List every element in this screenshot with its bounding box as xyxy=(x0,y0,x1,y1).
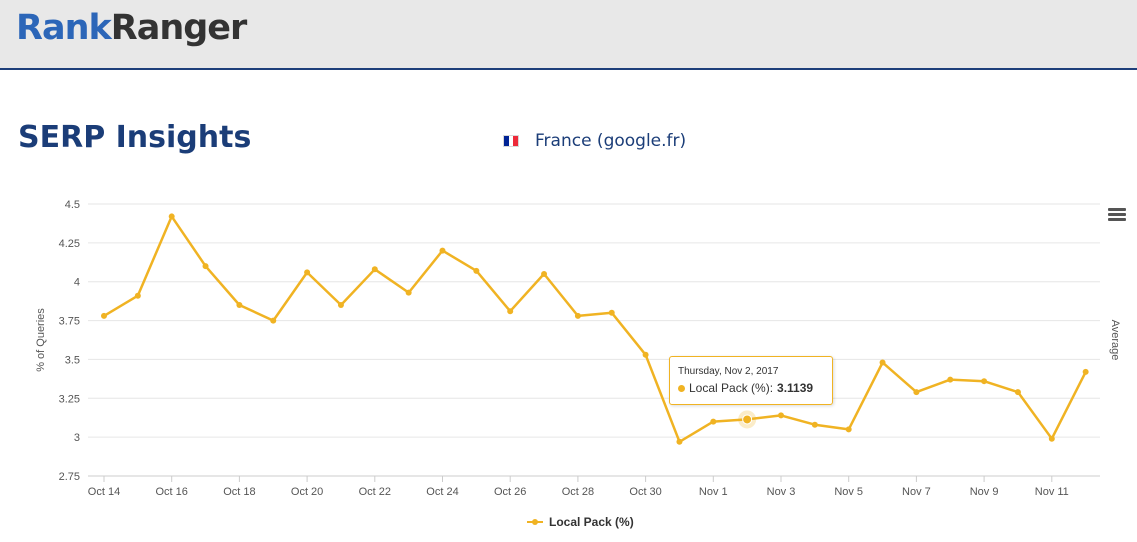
chart-tooltip: Thursday, Nov 2, 2017 Local Pack (%): 3.… xyxy=(669,356,833,405)
logo-text-ranger: Ranger xyxy=(110,8,248,48)
data-point[interactable] xyxy=(845,426,852,433)
y-tick-label: 4 xyxy=(74,277,80,289)
y-axis-title: % of Queries xyxy=(35,308,47,372)
x-tick-label: Oct 30 xyxy=(629,486,661,498)
legend-label: Local Pack (%) xyxy=(549,515,634,529)
data-point[interactable] xyxy=(1014,389,1021,396)
chart-grid xyxy=(88,203,1100,477)
x-tick-label: Oct 14 xyxy=(88,486,120,498)
x-tick-label: Nov 5 xyxy=(834,486,863,498)
data-point[interactable] xyxy=(371,266,378,273)
x-tick-label: Oct 20 xyxy=(291,486,323,498)
data-point[interactable] xyxy=(811,421,818,428)
x-tick-label: Oct 16 xyxy=(155,486,187,498)
data-point[interactable] xyxy=(304,269,311,276)
data-point[interactable] xyxy=(236,302,243,309)
data-point[interactable] xyxy=(507,308,514,315)
x-tick-label: Oct 26 xyxy=(494,486,526,498)
x-tick-label: Oct 18 xyxy=(223,486,255,498)
flag-stripe-white xyxy=(508,136,514,146)
tooltip-date: Thursday, Nov 2, 2017 xyxy=(678,366,779,377)
tooltip-value: 3.1139 xyxy=(777,381,814,395)
data-point[interactable] xyxy=(405,289,412,296)
data-point[interactable] xyxy=(134,292,141,299)
data-point[interactable] xyxy=(981,378,988,385)
tooltip-series-dot xyxy=(678,384,685,392)
chart-menu-icon[interactable] xyxy=(1108,208,1126,222)
france-flag-icon xyxy=(503,135,519,147)
page-title: SERP Insights xyxy=(18,120,252,155)
y-tick-label: 4.25 xyxy=(59,238,80,250)
country-selector: France (google.fr) xyxy=(503,131,686,151)
flag-stripe-red xyxy=(513,136,519,146)
x-tick-label: Oct 22 xyxy=(359,486,391,498)
data-point[interactable] xyxy=(913,389,920,396)
chart-legend[interactable]: Local Pack (%) xyxy=(527,515,634,529)
legend-marker-icon xyxy=(527,519,543,525)
x-tick-label: Nov 11 xyxy=(1035,486,1069,498)
series-local-pack[interactable] xyxy=(101,213,1089,445)
y-tick-label: 3.75 xyxy=(59,316,80,328)
data-point[interactable] xyxy=(710,418,717,425)
data-point[interactable] xyxy=(168,213,175,220)
series-line xyxy=(103,215,1087,444)
flag-stripe-blue xyxy=(504,136,509,146)
country-label: France (google.fr) xyxy=(535,131,687,151)
data-point[interactable] xyxy=(473,267,480,274)
y-tick-label: 3.25 xyxy=(59,393,80,405)
tooltip-row: Local Pack (%): 3.1139 xyxy=(678,381,813,395)
tooltip-series-label: Local Pack (%): xyxy=(689,381,774,395)
x-axis: Oct 14 Oct 16 Oct 18 Oct 20 Oct 22 Oct 24 Oct … xyxy=(88,476,1069,498)
x-tick-label: Nov 7 xyxy=(902,486,931,498)
data-point[interactable] xyxy=(541,270,548,277)
data-point[interactable] xyxy=(1048,435,1055,442)
data-point[interactable] xyxy=(574,312,581,319)
data-point[interactable] xyxy=(439,247,446,254)
data-point[interactable] xyxy=(642,351,649,358)
data-point[interactable] xyxy=(270,317,277,324)
data-point-hovered[interactable] xyxy=(742,414,753,425)
data-point[interactable] xyxy=(879,359,886,366)
x-tick-label: Nov 9 xyxy=(970,486,999,498)
data-point[interactable] xyxy=(101,312,107,319)
x-tick-label: Nov 3 xyxy=(767,486,796,498)
y2-axis-title: Average xyxy=(1109,320,1121,361)
data-point[interactable] xyxy=(608,309,615,316)
data-point[interactable] xyxy=(778,412,784,419)
y-tick-label: 2.75 xyxy=(59,471,80,483)
x-tick-label: Oct 24 xyxy=(426,486,458,498)
data-point[interactable] xyxy=(202,263,209,270)
top-bar: RankRanger xyxy=(0,0,1137,70)
y-tick-label: 3 xyxy=(74,432,80,444)
x-tick-label: Nov 1 xyxy=(699,486,728,498)
logo-text-rank: Rank xyxy=(16,8,112,48)
data-point[interactable] xyxy=(676,438,683,445)
logo[interactable]: RankRanger xyxy=(16,8,248,48)
y-tick-label: 4.5 xyxy=(65,199,80,211)
data-point[interactable] xyxy=(337,302,344,309)
y-axis-ticks: 2.75 3 3.25 3.5 3.75 4 4.25 4.5 xyxy=(59,199,80,483)
y-tick-label: 3.5 xyxy=(65,354,80,366)
data-point[interactable] xyxy=(947,376,954,383)
x-tick-label: Oct 28 xyxy=(562,486,594,498)
data-point[interactable] xyxy=(1082,368,1089,375)
